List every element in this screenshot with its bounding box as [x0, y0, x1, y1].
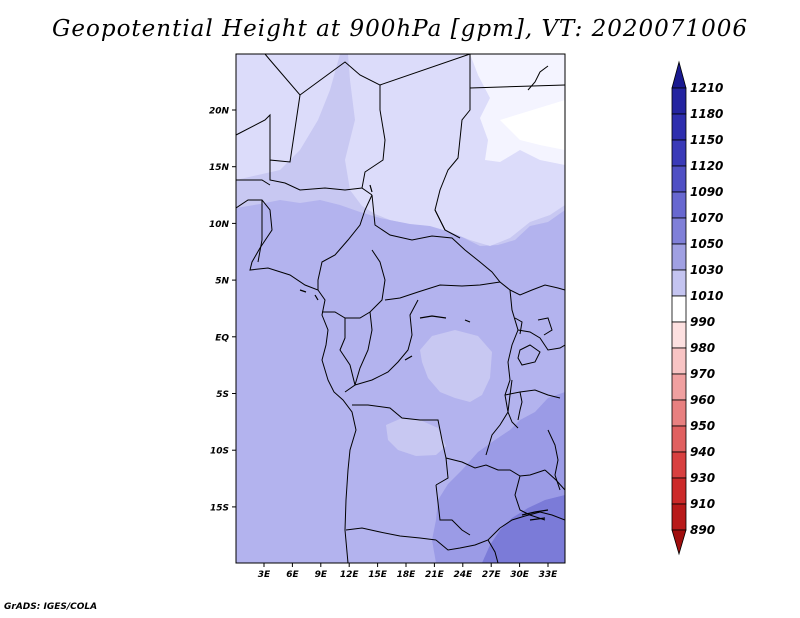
lat-tick-label: 10N	[209, 220, 230, 230]
height-field-white-northeast	[500, 100, 565, 150]
colorbar-arrow-bottom	[671, 529, 687, 556]
colorbar-label: 1210	[690, 81, 723, 95]
map-frame	[235, 53, 566, 564]
height-field-1030-angola	[386, 418, 446, 456]
lat-tick-label: EQ	[215, 333, 229, 343]
colorbar-swatch	[671, 269, 687, 297]
credit-label: GrADS: IGES/COLA	[4, 602, 98, 612]
colorbar-swatch	[671, 373, 687, 401]
colorbar-swatch	[671, 321, 687, 349]
colorbar-label: 950	[690, 419, 715, 433]
lon-tick-label: 30E	[510, 570, 530, 580]
lon-tick-label: 24E	[453, 570, 473, 580]
colorbar-label: 990	[690, 315, 715, 329]
colorbar-label: 980	[690, 341, 715, 355]
lon-tick-label: 33E	[539, 570, 559, 580]
lon-tick-label: 6E	[286, 570, 299, 580]
colorbar-swatch	[671, 477, 687, 505]
lon-tick-label: 15E	[368, 570, 388, 580]
height-field-1090-southeast	[482, 495, 565, 563]
colorbar-swatch	[671, 113, 687, 141]
colorbar-label: 890	[690, 523, 715, 537]
colorbar-swatch	[671, 87, 687, 115]
lon-tick-label: 21E	[425, 570, 445, 580]
colorbar-swatch	[671, 295, 687, 323]
colorbar: 1210 1180 1150 1120 1090 1070 1050 1030 1010 990 9…	[671, 60, 723, 556]
lon-tick-label: 27E	[482, 570, 502, 580]
lon-tick-label: 3E	[258, 570, 271, 580]
colorbar-label: 1030	[690, 263, 723, 277]
colorbar-swatch	[671, 243, 687, 271]
height-field-1010-northwest	[236, 54, 340, 180]
colorbar-label: 1150	[690, 133, 723, 147]
colorbar-swatch	[671, 165, 687, 193]
colorbar-label: 960	[690, 393, 715, 407]
lat-tick-label: 5N	[215, 277, 229, 287]
longitude-axis: 3E 6E 9E 12E 15E 18E 21E 24E 27E 30E 33E	[258, 563, 558, 580]
lon-tick-label: 18E	[397, 570, 417, 580]
colorbar-label: 1050	[690, 237, 723, 251]
lat-tick-label: 20N	[209, 107, 230, 117]
colorbar-label: 1180	[690, 107, 723, 121]
lon-tick-label: 12E	[340, 570, 360, 580]
height-field-1030-congo	[420, 330, 492, 402]
colorbar-swatch	[671, 503, 687, 531]
colorbar-arrow-top	[671, 60, 687, 89]
colorbar-swatch	[671, 139, 687, 167]
lat-tick-label: 5S	[216, 390, 229, 400]
colorbar-label: 930	[690, 471, 715, 485]
lat-tick-label: 10S	[210, 447, 229, 457]
page-title: Geopotential Height at 900hPa [gpm], VT:…	[52, 16, 748, 42]
colorbar-label: 1120	[690, 159, 723, 173]
colorbar-label: 910	[690, 497, 715, 511]
colorbar-swatch	[671, 347, 687, 375]
lon-tick-label: 9E	[315, 570, 328, 580]
colorbar-label: 1090	[690, 185, 723, 199]
colorbar-label: 970	[690, 367, 715, 381]
country-borders	[236, 54, 565, 563]
colorbar-swatch	[671, 191, 687, 219]
colorbar-label: 1070	[690, 211, 723, 225]
colorbar-swatch	[671, 425, 687, 453]
colorbar-swatch	[671, 451, 687, 479]
colorbar-label: 940	[690, 445, 715, 459]
lat-tick-label: 15N	[209, 163, 230, 173]
colorbar-label: 1010	[690, 289, 723, 303]
lat-tick-label: 15S	[210, 503, 229, 513]
colorbar-swatch	[671, 217, 687, 245]
lakes	[299, 184, 549, 521]
latitude-axis: 20N 15N 10N 5N EQ 5S 10S 15S	[209, 107, 236, 513]
map-panel	[236, 54, 565, 563]
colorbar-swatch	[671, 399, 687, 427]
